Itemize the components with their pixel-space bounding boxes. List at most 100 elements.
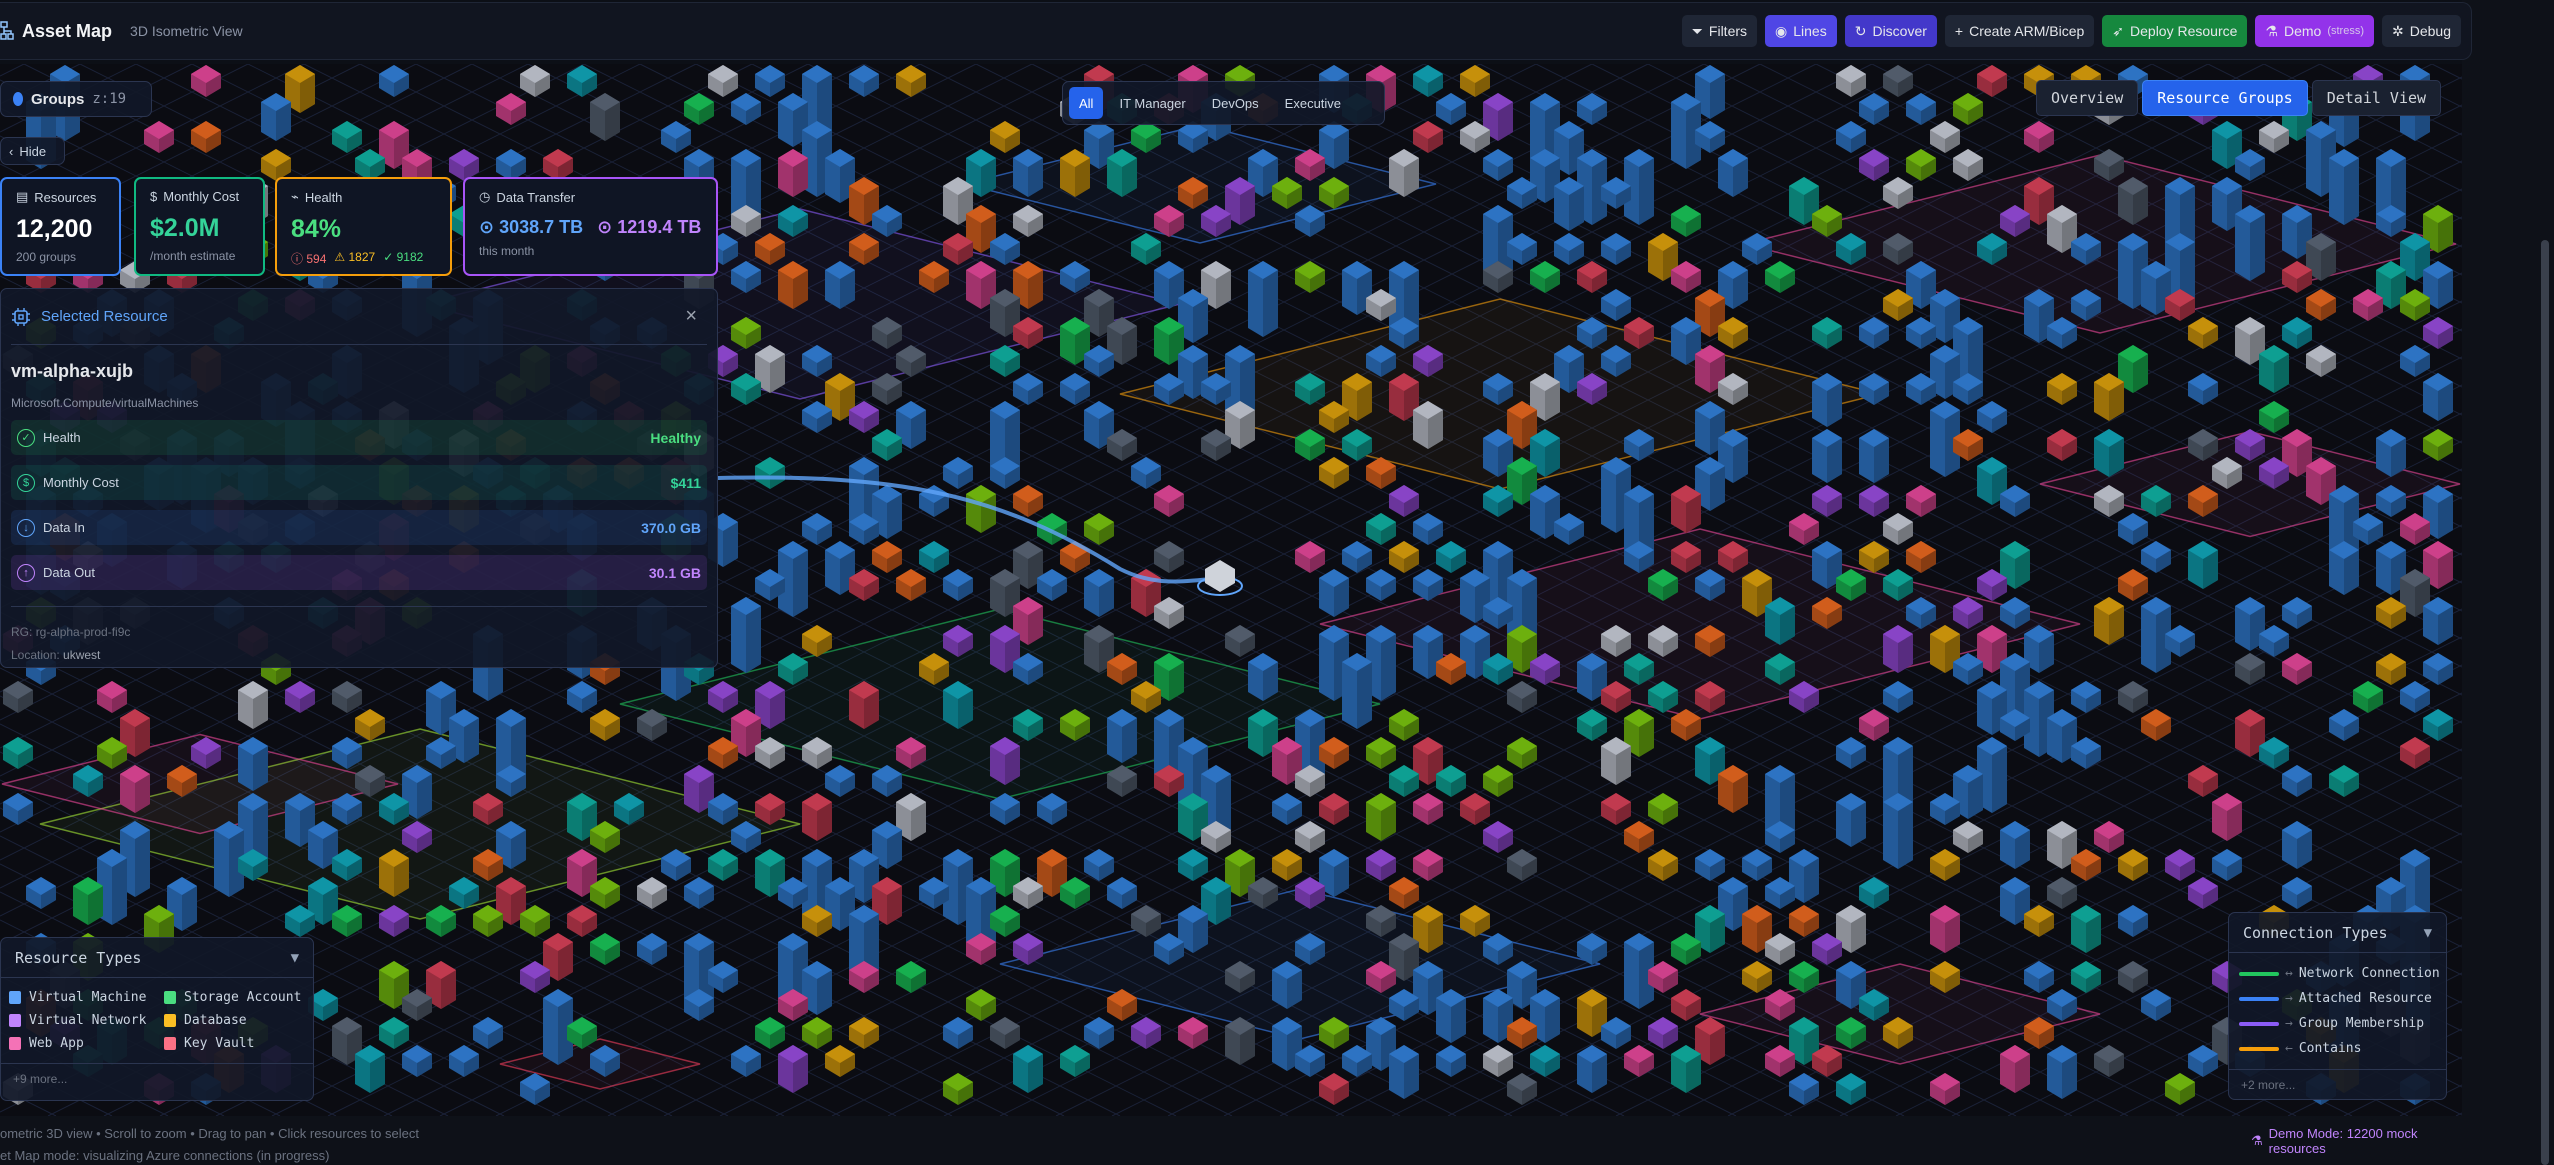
resource-cube[interactable] — [1601, 1017, 1631, 1049]
resource-cube[interactable] — [191, 65, 221, 97]
resource-cube[interactable] — [1695, 569, 1725, 601]
resource-cube[interactable] — [1789, 849, 1819, 903]
resource-cube[interactable] — [896, 65, 926, 97]
resource-cube[interactable] — [1107, 765, 1137, 797]
resource-cube[interactable] — [1883, 625, 1913, 673]
resource-cube[interactable] — [1389, 261, 1419, 337]
resource-cube[interactable] — [2118, 849, 2148, 881]
resource-cube[interactable] — [1060, 541, 1090, 573]
resource-cube[interactable] — [1789, 961, 1819, 993]
resource-cube[interactable] — [1507, 177, 1537, 209]
resource-cube[interactable] — [1577, 261, 1607, 293]
resource-cube[interactable] — [2047, 317, 2077, 349]
resource-cube[interactable] — [1883, 569, 1913, 601]
resource-cube[interactable] — [308, 989, 338, 1021]
resource-cube[interactable] — [872, 765, 902, 797]
resource-cube[interactable] — [1342, 429, 1372, 461]
resource-cube[interactable] — [2000, 821, 2030, 869]
resource-cube[interactable] — [1836, 737, 1866, 769]
resource-cube[interactable] — [332, 681, 362, 713]
resource-cube[interactable] — [637, 933, 667, 965]
resource-cube[interactable] — [2329, 541, 2359, 595]
create-arm-bicep-button[interactable]: + Create ARM/Bicep — [1944, 15, 2095, 47]
resource-cube[interactable] — [708, 737, 738, 769]
resource-cube[interactable] — [2071, 905, 2101, 953]
resource-cube[interactable] — [1154, 373, 1184, 405]
resource-cube[interactable] — [684, 93, 714, 125]
resource-cube[interactable] — [637, 709, 667, 741]
resource-cube[interactable] — [1930, 121, 1960, 153]
resource-cube[interactable] — [1460, 905, 1490, 937]
resource-cube[interactable] — [2259, 401, 2289, 433]
resource-cube[interactable] — [1883, 681, 1913, 713]
resource-cube[interactable] — [614, 793, 644, 825]
resource-cube[interactable] — [1295, 933, 1325, 965]
resource-cube[interactable] — [238, 793, 268, 869]
resource-cube[interactable] — [684, 989, 714, 1021]
resource-cube[interactable] — [755, 681, 785, 729]
resource-cube[interactable] — [943, 233, 973, 265]
resource-cube[interactable] — [1084, 345, 1114, 377]
resource-cube[interactable] — [1413, 569, 1443, 601]
resource-cube[interactable] — [1601, 737, 1631, 785]
resource-cube[interactable] — [1624, 653, 1654, 685]
resource-cube[interactable] — [2165, 233, 2195, 309]
resource-cube[interactable] — [1483, 821, 1513, 853]
resource-cube[interactable] — [872, 485, 902, 539]
resource-cube[interactable] — [1859, 429, 1889, 483]
resource-cube[interactable] — [449, 709, 479, 763]
resource-cube[interactable] — [1483, 597, 1513, 629]
resource-cube[interactable] — [1906, 597, 1936, 629]
resource-cube[interactable] — [2329, 149, 2359, 225]
resource-cube[interactable] — [1201, 373, 1231, 405]
resource-cube[interactable] — [473, 849, 503, 881]
resource-cube[interactable] — [1789, 177, 1819, 225]
resource-cube[interactable] — [1930, 905, 1960, 953]
resource-cube[interactable] — [1507, 849, 1537, 881]
resource-cube[interactable] — [1178, 289, 1208, 343]
resource-cube[interactable] — [1554, 233, 1584, 265]
resource-cube[interactable] — [2259, 457, 2289, 489]
resource-cube[interactable] — [1812, 1045, 1842, 1077]
resource-cube[interactable] — [285, 681, 315, 713]
resource-cube[interactable] — [731, 821, 761, 853]
resource-cube[interactable] — [943, 625, 973, 657]
resource-cube[interactable] — [1577, 317, 1607, 349]
resource-cube[interactable] — [3, 793, 33, 825]
resource-cube[interactable] — [708, 849, 738, 881]
resource-cube[interactable] — [1953, 93, 1983, 125]
resource-cube[interactable] — [1601, 345, 1631, 377]
resource-cube[interactable] — [731, 373, 761, 405]
resource-cube[interactable] — [1836, 905, 1866, 953]
resource-cube[interactable] — [1460, 121, 1490, 153]
resource-cube[interactable] — [1389, 877, 1419, 909]
resource-cube[interactable] — [1436, 1045, 1466, 1077]
legend-more[interactable]: +9 more... — [1, 1063, 313, 1094]
resource-cube[interactable] — [73, 877, 103, 925]
resource-cube[interactable] — [2282, 821, 2312, 869]
resource-cube[interactable] — [2423, 653, 2453, 685]
resource-cube[interactable] — [1483, 933, 1513, 965]
resource-cube[interactable] — [755, 457, 785, 489]
resource-cube[interactable] — [1577, 149, 1607, 225]
resource-cube[interactable] — [2212, 457, 2242, 489]
resource-cube[interactable] — [1413, 737, 1443, 785]
resource-cube[interactable] — [1577, 989, 1607, 1037]
resource-cube[interactable] — [590, 821, 620, 853]
resource-cube[interactable] — [1601, 681, 1631, 713]
resource-cube[interactable] — [1671, 1045, 1701, 1093]
resource-cube[interactable] — [2118, 177, 2148, 225]
resource-cube[interactable] — [1389, 765, 1419, 797]
resource-cube[interactable] — [2423, 429, 2453, 461]
resource-cube[interactable] — [2094, 373, 2124, 421]
resource-cube[interactable] — [1013, 1045, 1043, 1093]
resource-cube[interactable] — [1131, 681, 1161, 713]
resource-cube[interactable] — [2306, 121, 2336, 197]
resource-cube[interactable] — [778, 205, 808, 237]
resource-cube[interactable] — [1977, 233, 2007, 265]
resource-cube[interactable] — [755, 569, 785, 601]
resource-cube[interactable] — [1859, 541, 1889, 573]
resource-cube[interactable] — [731, 205, 761, 237]
resource-cube[interactable] — [1389, 485, 1419, 517]
resource-cube[interactable] — [2400, 513, 2430, 545]
